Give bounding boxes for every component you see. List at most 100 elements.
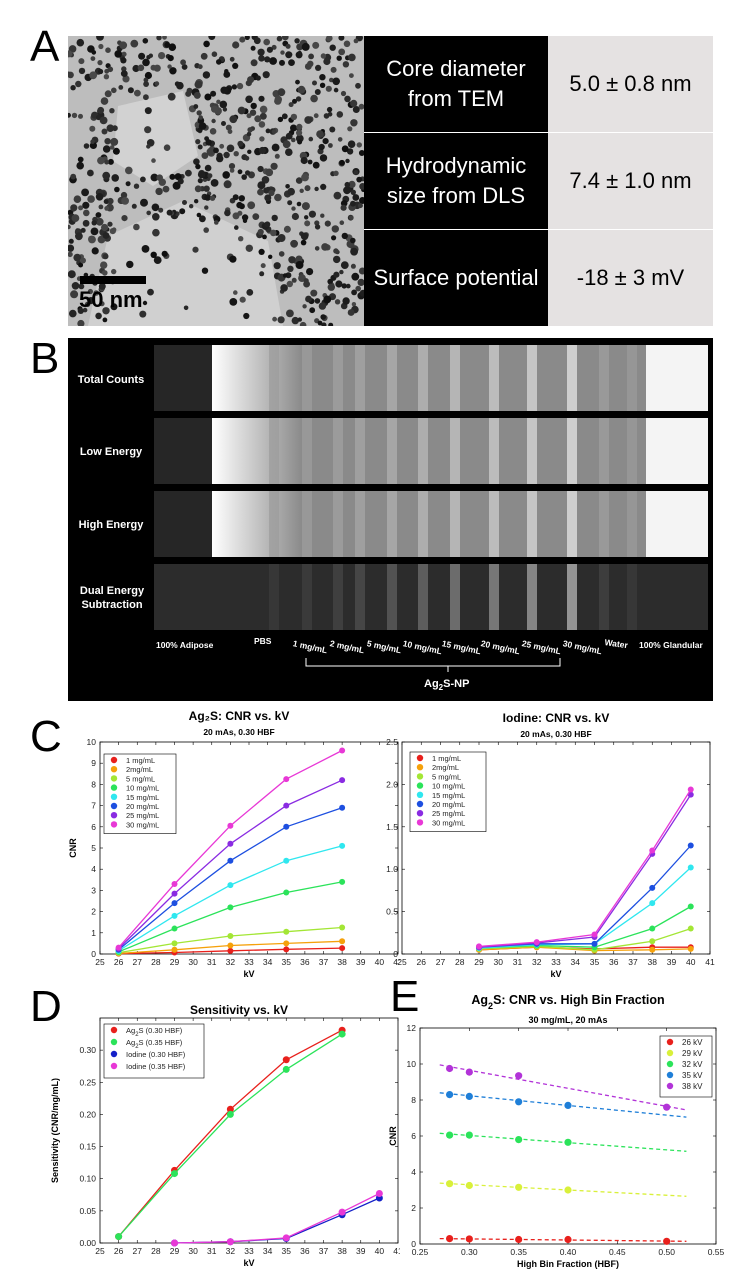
x-tick-label: 26 [114, 1246, 124, 1256]
nanoparticle [231, 84, 237, 90]
x-tick-label: 32 [532, 957, 542, 967]
x-tick-label: 0.30 [461, 1247, 478, 1257]
nanoparticle [304, 220, 311, 227]
nanoparticle [300, 239, 307, 246]
legend-label: 1 mg/mL [126, 756, 155, 765]
nanoparticle [83, 209, 90, 217]
nanoparticle [68, 244, 75, 252]
nanoparticle [344, 95, 351, 103]
nanoparticle [213, 147, 219, 154]
fit-line [439, 1092, 687, 1118]
data-point [338, 1208, 346, 1216]
nanoparticle [319, 154, 328, 162]
nanoparticle [350, 189, 356, 195]
nanoparticle [249, 109, 257, 116]
data-point [465, 1068, 473, 1076]
nanoparticle [291, 137, 296, 143]
nanoparticle [152, 213, 160, 221]
nanoparticle [164, 41, 171, 48]
nanoparticle [271, 129, 277, 135]
nanoparticle [197, 178, 203, 184]
nanoparticle [193, 104, 199, 109]
nanoparticle [120, 70, 128, 77]
nanoparticle [318, 302, 327, 310]
nanoparticle [319, 82, 326, 88]
nanoparticle [219, 100, 228, 109]
data-point [687, 945, 694, 952]
nanoparticle [321, 322, 327, 326]
nanoparticle [180, 59, 186, 66]
y-tick-label: 0 [393, 949, 398, 959]
nanoparticle [276, 36, 283, 42]
nanoparticle [280, 50, 285, 55]
nanoparticle [287, 187, 295, 196]
nanoparticle [150, 64, 157, 71]
legend-marker [110, 1038, 118, 1046]
property-row-hydrodynamic: Hydrodynamic size from DLS 7.4 ± 1.0 nm [364, 133, 713, 229]
data-point [171, 940, 178, 947]
nanoparticle [78, 113, 83, 119]
nanoparticle [266, 46, 273, 53]
nanoparticle [326, 36, 333, 42]
data-point [564, 1235, 572, 1244]
x-tick-label: 28 [455, 957, 465, 967]
nanoparticle [329, 44, 336, 51]
nanoparticle [308, 210, 316, 218]
fit-line [439, 1132, 687, 1152]
data-point [283, 889, 290, 896]
legend-label: Ag2S (0.35 HBF) [126, 1038, 183, 1050]
legend-label: 15 mg/mL [126, 793, 159, 802]
data-point [446, 1091, 454, 1099]
data-point [227, 822, 234, 829]
x-tick-label: 25 [95, 1246, 105, 1256]
nanoparticle [323, 57, 331, 66]
panel-letter-b: B [30, 334, 60, 383]
nanoparticle [195, 139, 201, 145]
nanoparticle [323, 113, 330, 119]
nanoparticle [216, 99, 221, 104]
nanoparticle [259, 105, 268, 114]
nanoparticle [336, 55, 342, 61]
data-point [446, 1064, 454, 1073]
nanoparticle [219, 143, 225, 149]
nanoparticle [142, 58, 150, 67]
nanoparticle [244, 155, 250, 161]
nanoparticle [259, 136, 265, 142]
nanoparticle [239, 36, 246, 43]
nanoparticle [346, 283, 351, 289]
nanoparticle [268, 254, 273, 259]
nanoparticle [95, 193, 104, 201]
column-label: 100% Glandular [639, 640, 703, 650]
nanoparticle [299, 188, 304, 193]
data-point [171, 881, 178, 888]
nanoparticle [245, 170, 251, 176]
data-point [663, 1237, 671, 1245]
nanoparticle [140, 198, 148, 207]
nanoparticle [259, 112, 267, 120]
nanoparticle [339, 220, 345, 225]
xray-strip-dual-energy [154, 564, 708, 630]
nanoparticle [68, 238, 74, 244]
nanoparticle [169, 173, 176, 180]
nanoparticle [81, 188, 89, 197]
y-tick-label: 2.0 [386, 779, 398, 789]
x-tick-label: 25 [95, 957, 105, 967]
chart-subtitle: 20 mAs, 0.30 HBF [203, 727, 274, 737]
nanoparticle [342, 61, 350, 68]
nanoparticle [196, 212, 202, 218]
x-tick-label: 25 [397, 957, 407, 967]
nanoparticle [144, 71, 152, 80]
x-tick-label: 28 [151, 1246, 161, 1256]
legend-label: 5 mg/mL [126, 774, 155, 783]
nanoparticle [216, 59, 222, 65]
nanoparticle [282, 140, 291, 149]
nanoparticle [352, 106, 360, 113]
nanoparticle [206, 147, 215, 156]
nanoparticle [309, 307, 316, 314]
y-tick-label: 0.00 [79, 1238, 96, 1248]
nanoparticle [201, 152, 209, 159]
nanoparticle [97, 106, 105, 114]
y-tick-label: 10 [87, 737, 97, 747]
nanoparticle [339, 159, 345, 166]
nanoparticle [183, 305, 189, 311]
